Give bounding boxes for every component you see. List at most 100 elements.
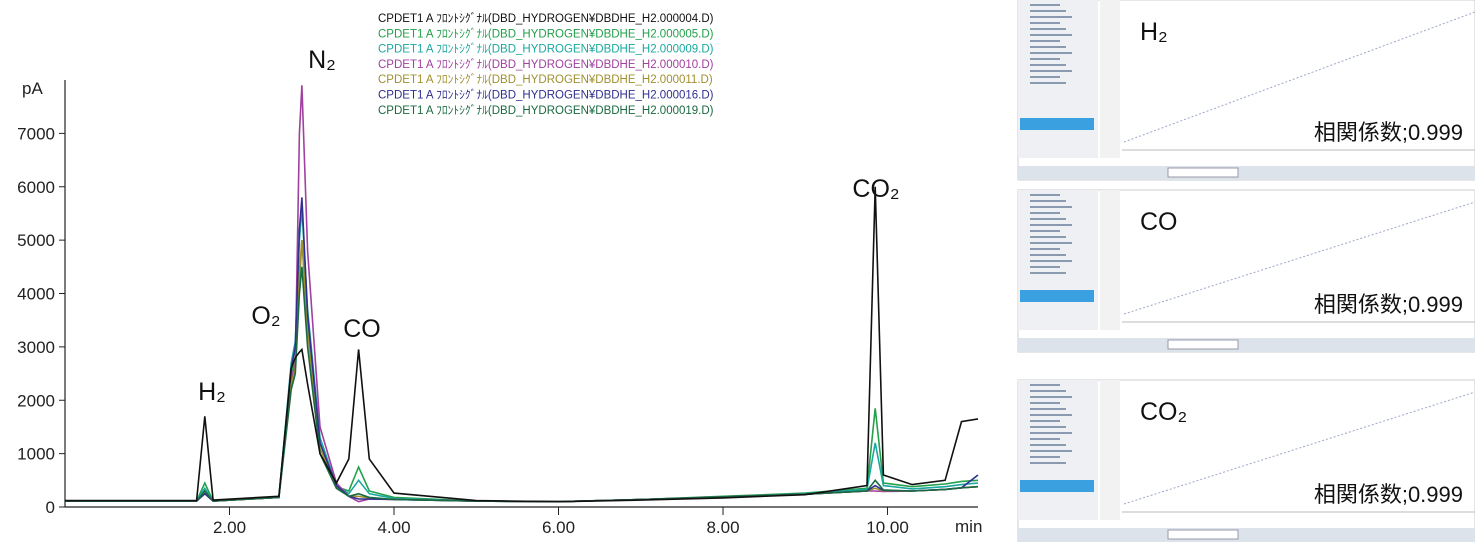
status-bar	[1018, 166, 1475, 180]
tree-item	[1030, 230, 1060, 232]
tree-item	[1030, 456, 1060, 458]
series-line	[65, 240, 979, 503]
x-tick-label: 6.00	[542, 518, 575, 537]
tree-item	[1030, 212, 1060, 214]
correlation-text: 相関係数;0.999	[1314, 482, 1463, 507]
tree-item	[1030, 52, 1072, 54]
legend-entry: CPDET1 A ﾌﾛﾝﾄｼｸﾞﾅﾙ(DBD_HYDROGEN¥DBDHE_H2…	[378, 12, 714, 25]
tree-item	[1030, 396, 1072, 398]
correlation-text: 相関係数;0.999	[1314, 292, 1463, 317]
panel-label: CO	[1140, 208, 1178, 236]
tree-item	[1030, 402, 1060, 404]
x-tick-label: 2.00	[213, 518, 246, 537]
panel-label: CO₂	[1140, 398, 1187, 426]
status-tab	[1167, 339, 1239, 350]
tree-item	[1030, 390, 1066, 392]
series-line	[65, 208, 979, 503]
x-tick-label: 4.00	[377, 518, 410, 537]
series-line	[65, 240, 979, 503]
tree-item	[1030, 194, 1060, 196]
tree-item	[1030, 28, 1066, 30]
peak-label: O₂	[251, 302, 280, 330]
tree-item	[1030, 76, 1060, 78]
tree-item	[1030, 254, 1066, 256]
tree-item	[1030, 432, 1072, 434]
y-tick-label: 7000	[17, 124, 55, 143]
tree-item	[1030, 70, 1072, 72]
y-tick-label: 2000	[17, 391, 55, 410]
tree-item	[1030, 426, 1066, 428]
calibration-line	[1123, 391, 1475, 505]
tree-item	[1030, 82, 1066, 84]
legend-entry: CPDET1 A ﾌﾛﾝﾄｼｸﾞﾅﾙ(DBD_HYDROGEN¥DBDHE_H2…	[378, 58, 714, 71]
y-axis-label: pA	[22, 79, 43, 98]
series-line	[65, 186, 979, 503]
tree-item	[1030, 206, 1072, 208]
peak-label: H₂	[198, 378, 226, 406]
peak-label: CO₂	[852, 175, 899, 203]
status-tab	[1167, 529, 1239, 540]
tree-item	[1030, 408, 1066, 410]
correlation-text: 相関係数;0.999	[1314, 120, 1463, 145]
x-tick-label: 8.00	[706, 518, 739, 537]
tree-item	[1030, 22, 1060, 24]
selected-item	[1020, 290, 1094, 302]
tree-item	[1030, 242, 1072, 244]
series-line	[65, 266, 979, 503]
calibration-panel: CO₂ 相関係数;0.999	[1017, 379, 1475, 543]
legend-entry: CPDET1 A ﾌﾛﾝﾄｼｸﾞﾅﾙ(DBD_HYDROGEN¥DBDHE_H2…	[378, 43, 714, 56]
legend-entry: CPDET1 A ﾌﾛﾝﾄｼｸﾞﾅﾙ(DBD_HYDROGEN¥DBDHE_H2…	[378, 27, 714, 40]
tree-item	[1030, 444, 1066, 446]
tree-item	[1030, 10, 1066, 12]
y-tick-label: 0	[46, 498, 55, 517]
tree-item	[1030, 272, 1066, 274]
tree-item	[1030, 462, 1066, 464]
y-tick-label: 5000	[17, 231, 55, 250]
tree-item	[1030, 218, 1066, 220]
tree-item	[1030, 414, 1072, 416]
y-tick-label: 4000	[17, 285, 55, 304]
y-scale-pane	[1100, 0, 1120, 158]
tree-item	[1030, 58, 1060, 60]
status-tab	[1167, 167, 1239, 178]
tree-item	[1030, 40, 1060, 42]
tree-item	[1030, 224, 1072, 226]
tree-item	[1030, 266, 1060, 268]
tree-item	[1030, 260, 1072, 262]
status-bar	[1018, 528, 1475, 542]
selected-item	[1020, 480, 1094, 492]
y-tick-label: 6000	[17, 178, 55, 197]
tree-item	[1030, 248, 1060, 250]
calibration-panel: CO 相関係数;0.999	[1017, 189, 1475, 353]
tree-item	[1030, 438, 1060, 440]
tree-item	[1030, 4, 1060, 6]
y-tick-label: 1000	[17, 445, 55, 464]
tree-item	[1030, 236, 1066, 238]
tree-item	[1030, 34, 1072, 36]
tree-item	[1030, 46, 1066, 48]
tree-item	[1030, 64, 1066, 66]
tree-pane	[1018, 0, 1098, 158]
x-tick-label: 10.00	[866, 518, 909, 537]
y-tick-label: 3000	[17, 338, 55, 357]
tree-item	[1030, 450, 1072, 452]
peak-label: N₂	[308, 46, 336, 74]
y-scale-pane	[1100, 190, 1120, 330]
peak-label: CO	[343, 315, 381, 343]
y-scale-pane	[1100, 380, 1120, 520]
tree-item	[1030, 200, 1066, 202]
series-line	[65, 197, 979, 503]
selected-item	[1020, 118, 1094, 130]
calibration-panel: H₂ 相関係数;0.999	[1017, 0, 1475, 181]
calibration-line	[1123, 201, 1475, 315]
tree-item	[1030, 384, 1060, 386]
panel-label: H₂	[1140, 18, 1168, 46]
legend-entry: CPDET1 A ﾌﾛﾝﾄｼｸﾞﾅﾙ(DBD_HYDROGEN¥DBDHE_H2…	[378, 89, 714, 102]
x-axis-label: min	[955, 517, 982, 536]
status-bar	[1018, 338, 1475, 352]
tree-item	[1030, 420, 1060, 422]
legend-entry: CPDET1 A ﾌﾛﾝﾄｼｸﾞﾅﾙ(DBD_HYDROGEN¥DBDHE_H2…	[378, 104, 714, 117]
tree-item	[1030, 16, 1072, 18]
legend-entry: CPDET1 A ﾌﾛﾝﾄｼｸﾞﾅﾙ(DBD_HYDROGEN¥DBDHE_H2…	[378, 73, 713, 86]
